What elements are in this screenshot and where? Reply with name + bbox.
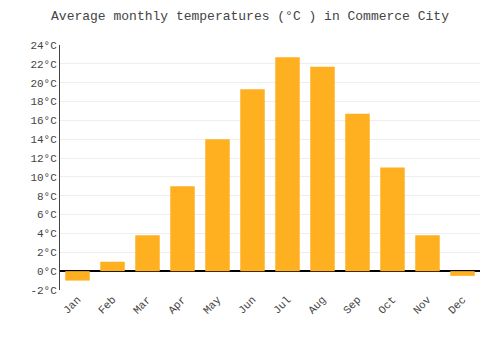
svg-text:Average monthly temperatures (: Average monthly temperatures (°C ) in Co… xyxy=(51,9,449,24)
svg-text:14°C: 14°C xyxy=(30,134,57,146)
svg-text:6°C: 6°C xyxy=(37,209,57,221)
svg-text:Nov: Nov xyxy=(411,294,434,317)
svg-text:10°C: 10°C xyxy=(30,172,57,184)
svg-text:Apr: Apr xyxy=(166,294,188,316)
svg-text:Jun: Jun xyxy=(236,294,258,316)
svg-text:Oct: Oct xyxy=(376,294,398,316)
svg-text:Dec: Dec xyxy=(446,294,468,316)
svg-text:24°C: 24°C xyxy=(30,40,57,52)
svg-text:12°C: 12°C xyxy=(30,153,57,165)
svg-text:8°C: 8°C xyxy=(37,191,57,203)
svg-text:20°C: 20°C xyxy=(30,78,57,90)
svg-text:Jul: Jul xyxy=(271,294,293,316)
svg-text:0°C: 0°C xyxy=(37,266,57,278)
svg-text:-2°C: -2°C xyxy=(30,285,57,297)
svg-text:Feb: Feb xyxy=(96,294,118,316)
svg-text:Jan: Jan xyxy=(61,294,83,316)
svg-text:18°C: 18°C xyxy=(30,96,57,108)
svg-text:22°C: 22°C xyxy=(30,59,57,71)
svg-text:May: May xyxy=(201,294,224,317)
svg-text:Aug: Aug xyxy=(306,294,328,316)
svg-text:Mar: Mar xyxy=(131,294,153,316)
svg-text:16°C: 16°C xyxy=(30,115,57,127)
svg-text:2°C: 2°C xyxy=(37,247,57,259)
svg-text:Sep: Sep xyxy=(341,294,363,316)
svg-text:4°C: 4°C xyxy=(37,228,57,240)
